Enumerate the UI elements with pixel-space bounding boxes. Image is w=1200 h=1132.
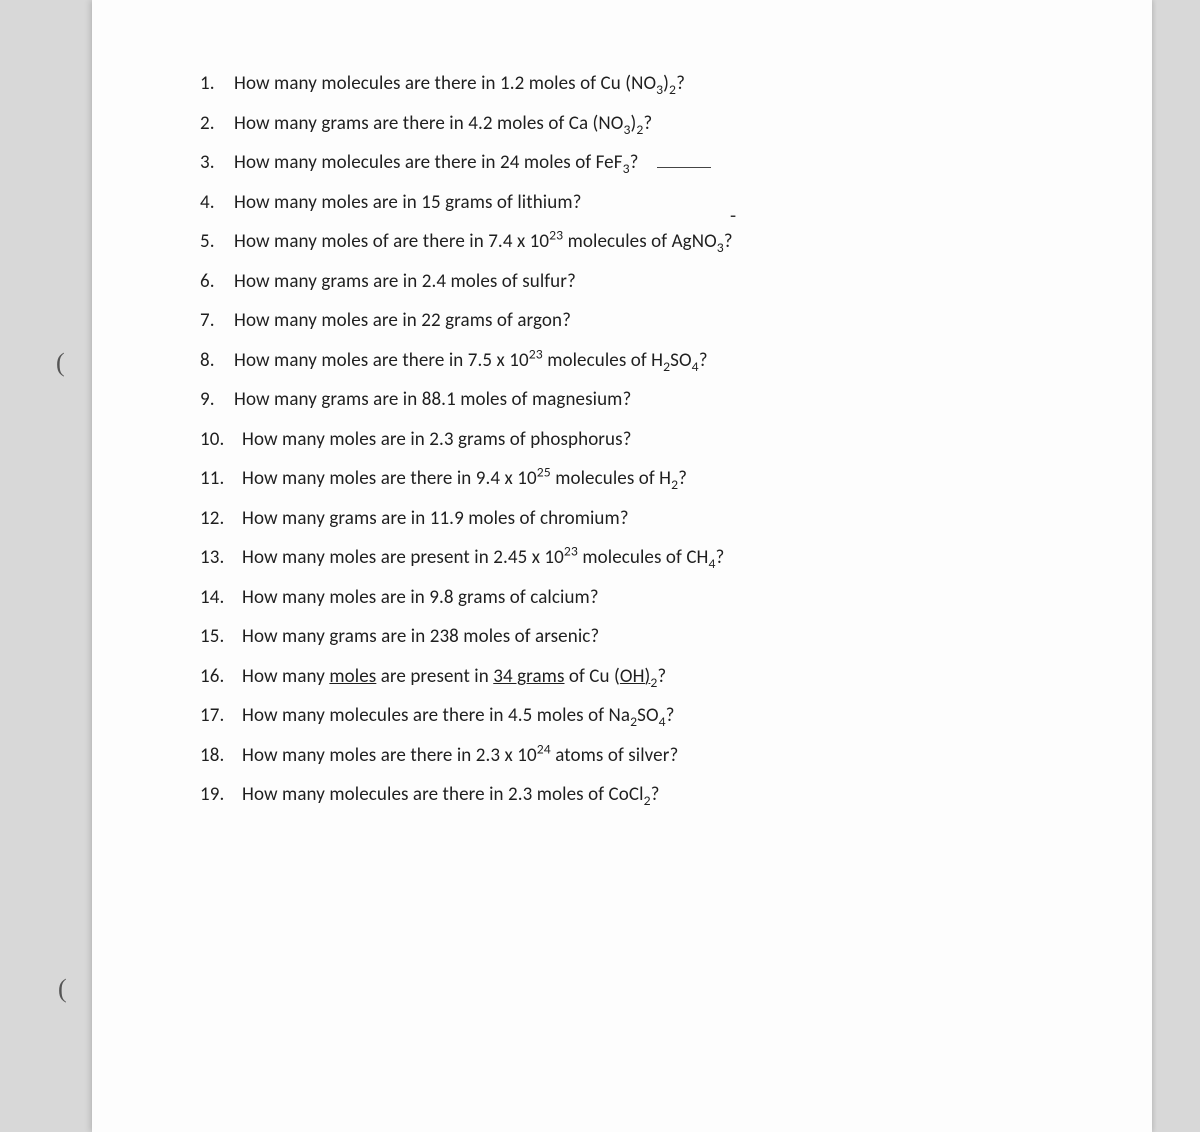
question-text: How many grams are in 88.1 moles of magn… [234, 388, 960, 411]
question-text: How many moles are in 9.8 grams of calci… [242, 586, 960, 609]
question-text: How many moles are present in 2.45 x 102… [242, 546, 960, 569]
question-row: 7.How many moles are in 22 grams of argo… [200, 309, 960, 332]
question-text: How many moles are in 15 grams of lithiu… [234, 191, 960, 214]
question-number: 19. [200, 783, 242, 806]
question-number: 10. [200, 428, 242, 451]
question-row: 12.How many grams are in 11.9 moles of c… [200, 507, 960, 530]
question-text: How many molecules are there in 2.3 mole… [242, 783, 960, 806]
question-row: 1.How many molecules are there in 1.2 mo… [200, 72, 960, 95]
question-list: 1.How many molecules are there in 1.2 mo… [200, 72, 960, 823]
question-number: 14. [200, 586, 242, 609]
question-text: How many moles are there in 7.5 x 1023 m… [234, 349, 960, 372]
question-number: 9. [200, 388, 234, 411]
question-text: How many grams are there in 4.2 moles of… [234, 112, 960, 135]
question-text: How many molecules are there in 1.2 mole… [234, 72, 960, 95]
question-row: 17.How many molecules are there in 4.5 m… [200, 704, 960, 727]
question-row: 2.How many grams are there in 4.2 moles … [200, 112, 960, 135]
question-text: How many moles are in 2.3 grams of phosp… [242, 428, 960, 451]
hole-punch-mark-1: ( [56, 348, 65, 378]
question-number: 12. [200, 507, 242, 530]
question-number: 5. [200, 230, 234, 253]
question-number: 4. [200, 191, 234, 214]
question-text: How many molecules are there in 4.5 mole… [242, 704, 960, 727]
question-text: How many moles are present in 34 grams o… [242, 665, 960, 688]
question-row: 14.How many moles are in 9.8 grams of ca… [200, 586, 960, 609]
question-number: 18. [200, 744, 242, 767]
question-number: 7. [200, 309, 234, 332]
worksheet-page: 1.How many molecules are there in 1.2 mo… [92, 0, 1152, 1132]
question-row: 15.How many grams are in 238 moles of ar… [200, 625, 960, 648]
question-row: 8.How many moles are there in 7.5 x 1023… [200, 349, 960, 372]
stray-dash-mark: - [730, 204, 736, 228]
question-row: 3.How many molecules are there in 24 mol… [200, 151, 960, 174]
question-number: 11. [200, 467, 242, 490]
question-text: How many grams are in 11.9 moles of chro… [242, 507, 960, 530]
question-text: How many grams are in 238 moles of arsen… [242, 625, 960, 648]
question-text: How many moles are there in 9.4 x 1025 m… [242, 467, 960, 490]
question-row: 13.How many moles are present in 2.45 x … [200, 546, 960, 569]
question-row: 5.How many moles of are there in 7.4 x 1… [200, 230, 960, 253]
question-number: 6. [200, 270, 234, 293]
question-number: 3. [200, 151, 234, 174]
question-row: 10.How many moles are in 2.3 grams of ph… [200, 428, 960, 451]
question-text: How many moles of are there in 7.4 x 102… [234, 230, 960, 253]
question-row: 6.How many grams are in 2.4 moles of sul… [200, 270, 960, 293]
question-row: 18.How many moles are there in 2.3 x 102… [200, 744, 960, 767]
question-text: How many moles are there in 2.3 x 1024 a… [242, 744, 960, 767]
question-row: 11.How many moles are there in 9.4 x 102… [200, 467, 960, 490]
question-number: 8. [200, 349, 234, 372]
question-row: 16.How many moles are present in 34 gram… [200, 665, 960, 688]
question-number: 15. [200, 625, 242, 648]
question-text: How many grams are in 2.4 moles of sulfu… [234, 270, 960, 293]
question-row: 19.How many molecules are there in 2.3 m… [200, 783, 960, 806]
question-text: How many molecules are there in 24 moles… [234, 151, 960, 174]
question-number: 2. [200, 112, 234, 135]
question-number: 13. [200, 546, 242, 569]
question-number: 16. [200, 665, 242, 688]
question-number: 17. [200, 704, 242, 727]
question-number: 1. [200, 72, 234, 95]
hole-punch-mark-2: ( [58, 974, 67, 1004]
question-row: 9.How many grams are in 88.1 moles of ma… [200, 388, 960, 411]
question-row: 4.How many moles are in 15 grams of lith… [200, 191, 960, 214]
question-text: How many moles are in 22 grams of argon? [234, 309, 960, 332]
